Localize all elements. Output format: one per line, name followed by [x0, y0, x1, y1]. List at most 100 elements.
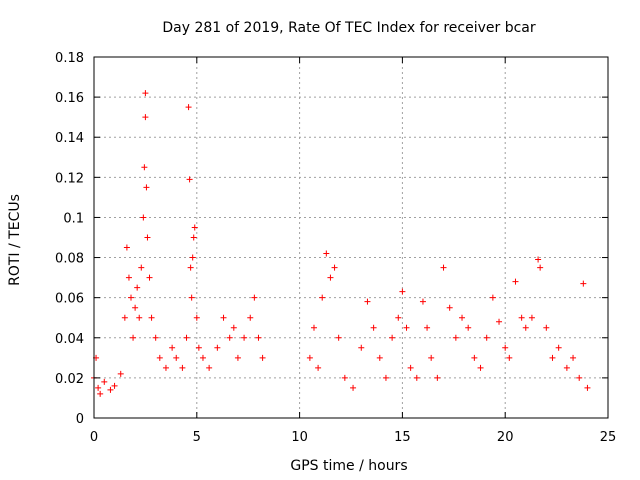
y-tick-label: 0.06 [55, 292, 84, 307]
data-point [141, 164, 148, 171]
data-point [226, 334, 233, 341]
data-point [230, 324, 237, 331]
data-point [310, 324, 317, 331]
data-point [358, 344, 365, 351]
data-point [502, 344, 509, 351]
data-point [335, 334, 342, 341]
data-point [255, 334, 262, 341]
data-point [528, 314, 535, 321]
data-point [247, 314, 254, 321]
data-point [331, 264, 338, 271]
data-point [483, 334, 490, 341]
data-point [496, 318, 503, 325]
data-point [179, 364, 186, 371]
data-points [91, 90, 591, 397]
y-tick-label: 0.02 [55, 372, 84, 387]
y-tick-label: 0.18 [55, 51, 84, 66]
data-point [350, 384, 357, 391]
y-tick-label: 0.12 [55, 171, 84, 186]
data-point [162, 364, 169, 371]
data-point [117, 370, 124, 377]
data-point [199, 354, 206, 361]
data-point [251, 294, 258, 301]
data-point [440, 264, 447, 271]
data-point [187, 264, 194, 271]
data-point [327, 274, 334, 281]
data-point [195, 344, 202, 351]
data-point [446, 304, 453, 311]
data-point [518, 314, 525, 321]
data-point [584, 384, 591, 391]
data-point [142, 114, 149, 121]
x-tick-label: 5 [193, 430, 201, 445]
data-point [459, 314, 466, 321]
data-point [189, 254, 196, 261]
axis-ticks: 0 0.02 0.04 0.06 0.08 0.1 0.12 0.14 0.16 0.18 0 5 10… [55, 51, 616, 445]
data-point [241, 334, 248, 341]
chart-title: Day 281 of 2019, Rate Of TEC Index for r… [162, 20, 536, 36]
data-point [376, 354, 383, 361]
data-point [191, 224, 198, 231]
data-point [563, 364, 570, 371]
y-tick-label: 0.04 [55, 332, 84, 347]
data-point [136, 314, 143, 321]
x-axis-label: GPS time / hours [290, 458, 407, 474]
data-point [156, 354, 163, 361]
data-point [576, 374, 583, 381]
data-point [132, 304, 139, 311]
data-point [306, 354, 313, 361]
data-point [555, 344, 562, 351]
y-tick-label: 0 [76, 412, 84, 427]
data-point [185, 104, 192, 111]
data-point [395, 314, 402, 321]
data-point [382, 374, 389, 381]
data-point [407, 364, 414, 371]
data-point [506, 354, 513, 361]
data-point [399, 288, 406, 295]
data-point [144, 234, 151, 241]
y-tick-label: 0.14 [55, 131, 84, 146]
data-point [95, 384, 102, 391]
data-point [535, 256, 542, 263]
data-point [123, 244, 130, 251]
data-point [424, 324, 431, 331]
data-point [471, 354, 478, 361]
plot-frame [93, 56, 609, 419]
data-point [148, 314, 155, 321]
data-point [403, 324, 410, 331]
y-tick-label: 0.16 [55, 91, 84, 106]
data-point [214, 344, 221, 351]
data-point [193, 314, 200, 321]
x-tick-label: 10 [291, 430, 308, 445]
data-point [146, 274, 153, 281]
x-tick-label: 15 [394, 430, 411, 445]
data-point [128, 294, 135, 301]
data-point [134, 284, 141, 291]
data-point [364, 298, 371, 305]
data-point [111, 382, 118, 389]
y-tick-label: 0.1 [63, 211, 84, 226]
data-point [452, 334, 459, 341]
grid-lines [94, 57, 608, 418]
data-point [522, 324, 529, 331]
data-point [315, 364, 322, 371]
x-tick-label: 25 [600, 430, 617, 445]
data-point [419, 298, 426, 305]
data-point [512, 278, 519, 285]
data-point [549, 354, 556, 361]
data-point [173, 354, 180, 361]
data-point [125, 274, 132, 281]
data-point [413, 374, 420, 381]
data-point [186, 176, 193, 183]
data-point [434, 374, 441, 381]
data-point [477, 364, 484, 371]
data-point [169, 344, 176, 351]
data-point [580, 280, 587, 287]
x-tick-label: 20 [497, 430, 514, 445]
data-point [389, 334, 396, 341]
data-point [138, 264, 145, 271]
data-point [341, 374, 348, 381]
data-point [190, 234, 197, 241]
data-point [465, 324, 472, 331]
data-point [319, 294, 326, 301]
